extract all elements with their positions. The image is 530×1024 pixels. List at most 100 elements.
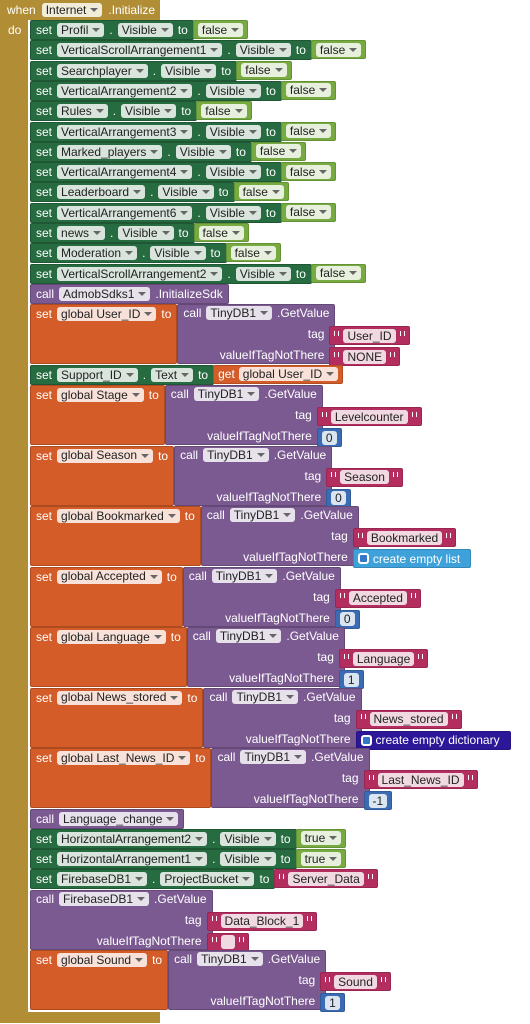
dropdown[interactable]: Visible — [205, 205, 261, 220]
dropdown[interactable]: Visible — [117, 23, 173, 37]
dropdown[interactable]: AdmobSdks1 — [59, 286, 151, 301]
dropdown[interactable]: global Sound — [57, 953, 148, 968]
dropdown[interactable]: global Accepted — [57, 569, 162, 584]
text-field[interactable]: Bookmarked — [366, 530, 443, 545]
dropdown[interactable]: false — [285, 205, 332, 220]
text-field[interactable]: Sound — [334, 974, 377, 989]
dropdown[interactable]: false — [315, 266, 362, 281]
dropdown[interactable]: false — [238, 184, 284, 199]
dropdown[interactable]: TinyDB1 — [240, 750, 307, 764]
text-field[interactable]: User_ID — [343, 328, 396, 343]
dropdown[interactable]: true — [300, 831, 342, 846]
dropdown[interactable]: global User_ID — [57, 307, 157, 322]
dropdown[interactable]: Visible — [150, 246, 206, 261]
dropdown[interactable]: Support_ID — [57, 367, 138, 382]
dropdown[interactable]: global Stage — [57, 388, 144, 402]
dropdown[interactable]: Visible — [205, 124, 261, 139]
dropdown[interactable]: false — [315, 42, 362, 57]
dropdown[interactable]: TinyDB1 — [197, 952, 263, 967]
dropdown[interactable]: VerticalArrangement3 — [57, 124, 193, 139]
number-field[interactable]: 1 — [343, 672, 359, 687]
dropdown[interactable]: global Language — [57, 630, 166, 644]
dropdown[interactable]: TinyDB1 — [206, 306, 272, 321]
dropdown[interactable]: Visible — [175, 144, 231, 159]
text-field[interactable]: Language — [352, 651, 415, 666]
dropdown[interactable]: VerticalArrangement4 — [57, 165, 193, 180]
dropdown[interactable]: global News_stored — [57, 690, 183, 705]
text-field[interactable]: Season — [340, 470, 389, 484]
dropdown[interactable]: TinyDB1 — [211, 568, 278, 583]
dropdown[interactable]: false — [285, 164, 332, 179]
dropdown[interactable]: false — [255, 144, 302, 159]
number-field[interactable]: -1 — [368, 793, 388, 808]
logic-block: false — [233, 182, 289, 202]
dropdown[interactable]: TinyDB1 — [215, 629, 282, 643]
dropdown[interactable]: Text — [151, 367, 194, 382]
dropdown[interactable]: VerticalArrangement6 — [57, 205, 193, 220]
dropdown[interactable]: global User_ID — [238, 367, 339, 382]
dropdown-text: TinyDB1 — [219, 629, 266, 643]
dropdown[interactable]: global Last_News_ID — [57, 751, 191, 765]
dropdown[interactable]: false — [285, 83, 332, 98]
dropdown[interactable]: Visible — [205, 83, 261, 98]
mutator-icon[interactable] — [357, 553, 369, 564]
statement: set global Accepted to call TinyDB1 .GetValue… — [30, 566, 421, 629]
number-field[interactable]: 1 — [325, 995, 340, 1010]
dropdown[interactable]: Moderation — [57, 246, 138, 261]
dropdown[interactable]: Visible — [118, 226, 174, 240]
dropdown[interactable]: true — [300, 851, 342, 866]
mutator-icon[interactable] — [360, 734, 372, 746]
dropdown[interactable]: Visible — [220, 852, 276, 867]
dropdown[interactable]: ProjectBucket — [160, 872, 255, 887]
dropdown[interactable]: Visible — [205, 165, 261, 180]
text-field[interactable] — [220, 935, 235, 950]
dropdown[interactable]: Searchplayer — [57, 63, 148, 78]
number-field[interactable]: 0 — [331, 491, 346, 505]
dropdown[interactable]: false — [198, 225, 244, 240]
dropdown[interactable]: TinyDB1 — [229, 508, 296, 522]
text-field[interactable]: NONE — [343, 349, 387, 364]
dropdown[interactable]: Visible — [161, 63, 217, 78]
dropdown[interactable]: FirebaseDB1 — [59, 891, 150, 906]
dropdown[interactable]: Visible — [235, 266, 291, 281]
dropdown[interactable]: Visible — [158, 185, 214, 200]
dropdown[interactable]: TinyDB1 — [203, 447, 269, 462]
dropdown[interactable]: false — [197, 22, 244, 37]
dropdown[interactable]: Visible — [235, 43, 291, 58]
dropdown[interactable]: Leaderboard — [57, 185, 146, 200]
dropdown[interactable]: Language_change — [59, 811, 179, 826]
param-row: valueIfTagNotThere NONE — [178, 347, 401, 367]
dropdown[interactable]: HorizontalArrangement1 — [57, 852, 208, 867]
text-field[interactable]: Last_News_ID — [377, 772, 464, 787]
dropdown[interactable]: Visible — [220, 831, 276, 846]
text-field[interactable]: News_stored — [369, 712, 448, 726]
dropdown[interactable]: Rules — [57, 104, 108, 119]
dropdown[interactable]: Visible — [121, 104, 177, 119]
dropdown[interactable]: global Season — [57, 448, 154, 463]
dropdown[interactable]: TinyDB1 — [193, 387, 260, 401]
text-field[interactable]: Accepted — [348, 591, 407, 605]
number-field[interactable]: 0 — [321, 430, 337, 445]
text-field[interactable]: Levelcounter — [330, 409, 408, 424]
dropdown[interactable]: FirebaseDB1 — [57, 872, 148, 887]
dropdown[interactable]: news — [57, 226, 106, 240]
dropdown-text: TinyDB1 — [207, 447, 253, 462]
dropdown[interactable]: HorizontalArrangement2 — [57, 831, 208, 846]
text-field[interactable]: Data_Block_1 — [220, 914, 304, 929]
number-field[interactable]: 0 — [339, 612, 355, 626]
dropdown[interactable]: false — [285, 124, 332, 138]
component-dropdown[interactable]: Internet — [41, 3, 103, 17]
param-label: tag — [331, 529, 348, 543]
dropdown[interactable]: global Bookmarked — [57, 509, 180, 523]
dropdown[interactable]: false — [241, 63, 287, 78]
dropdown[interactable]: Marked_players — [57, 144, 163, 159]
dropdown[interactable]: VerticalArrangement2 — [57, 83, 193, 98]
dropdown[interactable]: VerticalScrollArrangement2 — [57, 266, 223, 281]
dropdown[interactable]: false — [230, 245, 276, 260]
dropdown[interactable]: false — [201, 103, 247, 118]
text-field[interactable]: Server_Data — [288, 871, 364, 886]
dropdown[interactable]: VerticalScrollArrangement1 — [57, 43, 223, 58]
dropdown[interactable]: TinyDB1 — [232, 689, 299, 704]
dropdown[interactable]: Profil — [57, 23, 105, 37]
